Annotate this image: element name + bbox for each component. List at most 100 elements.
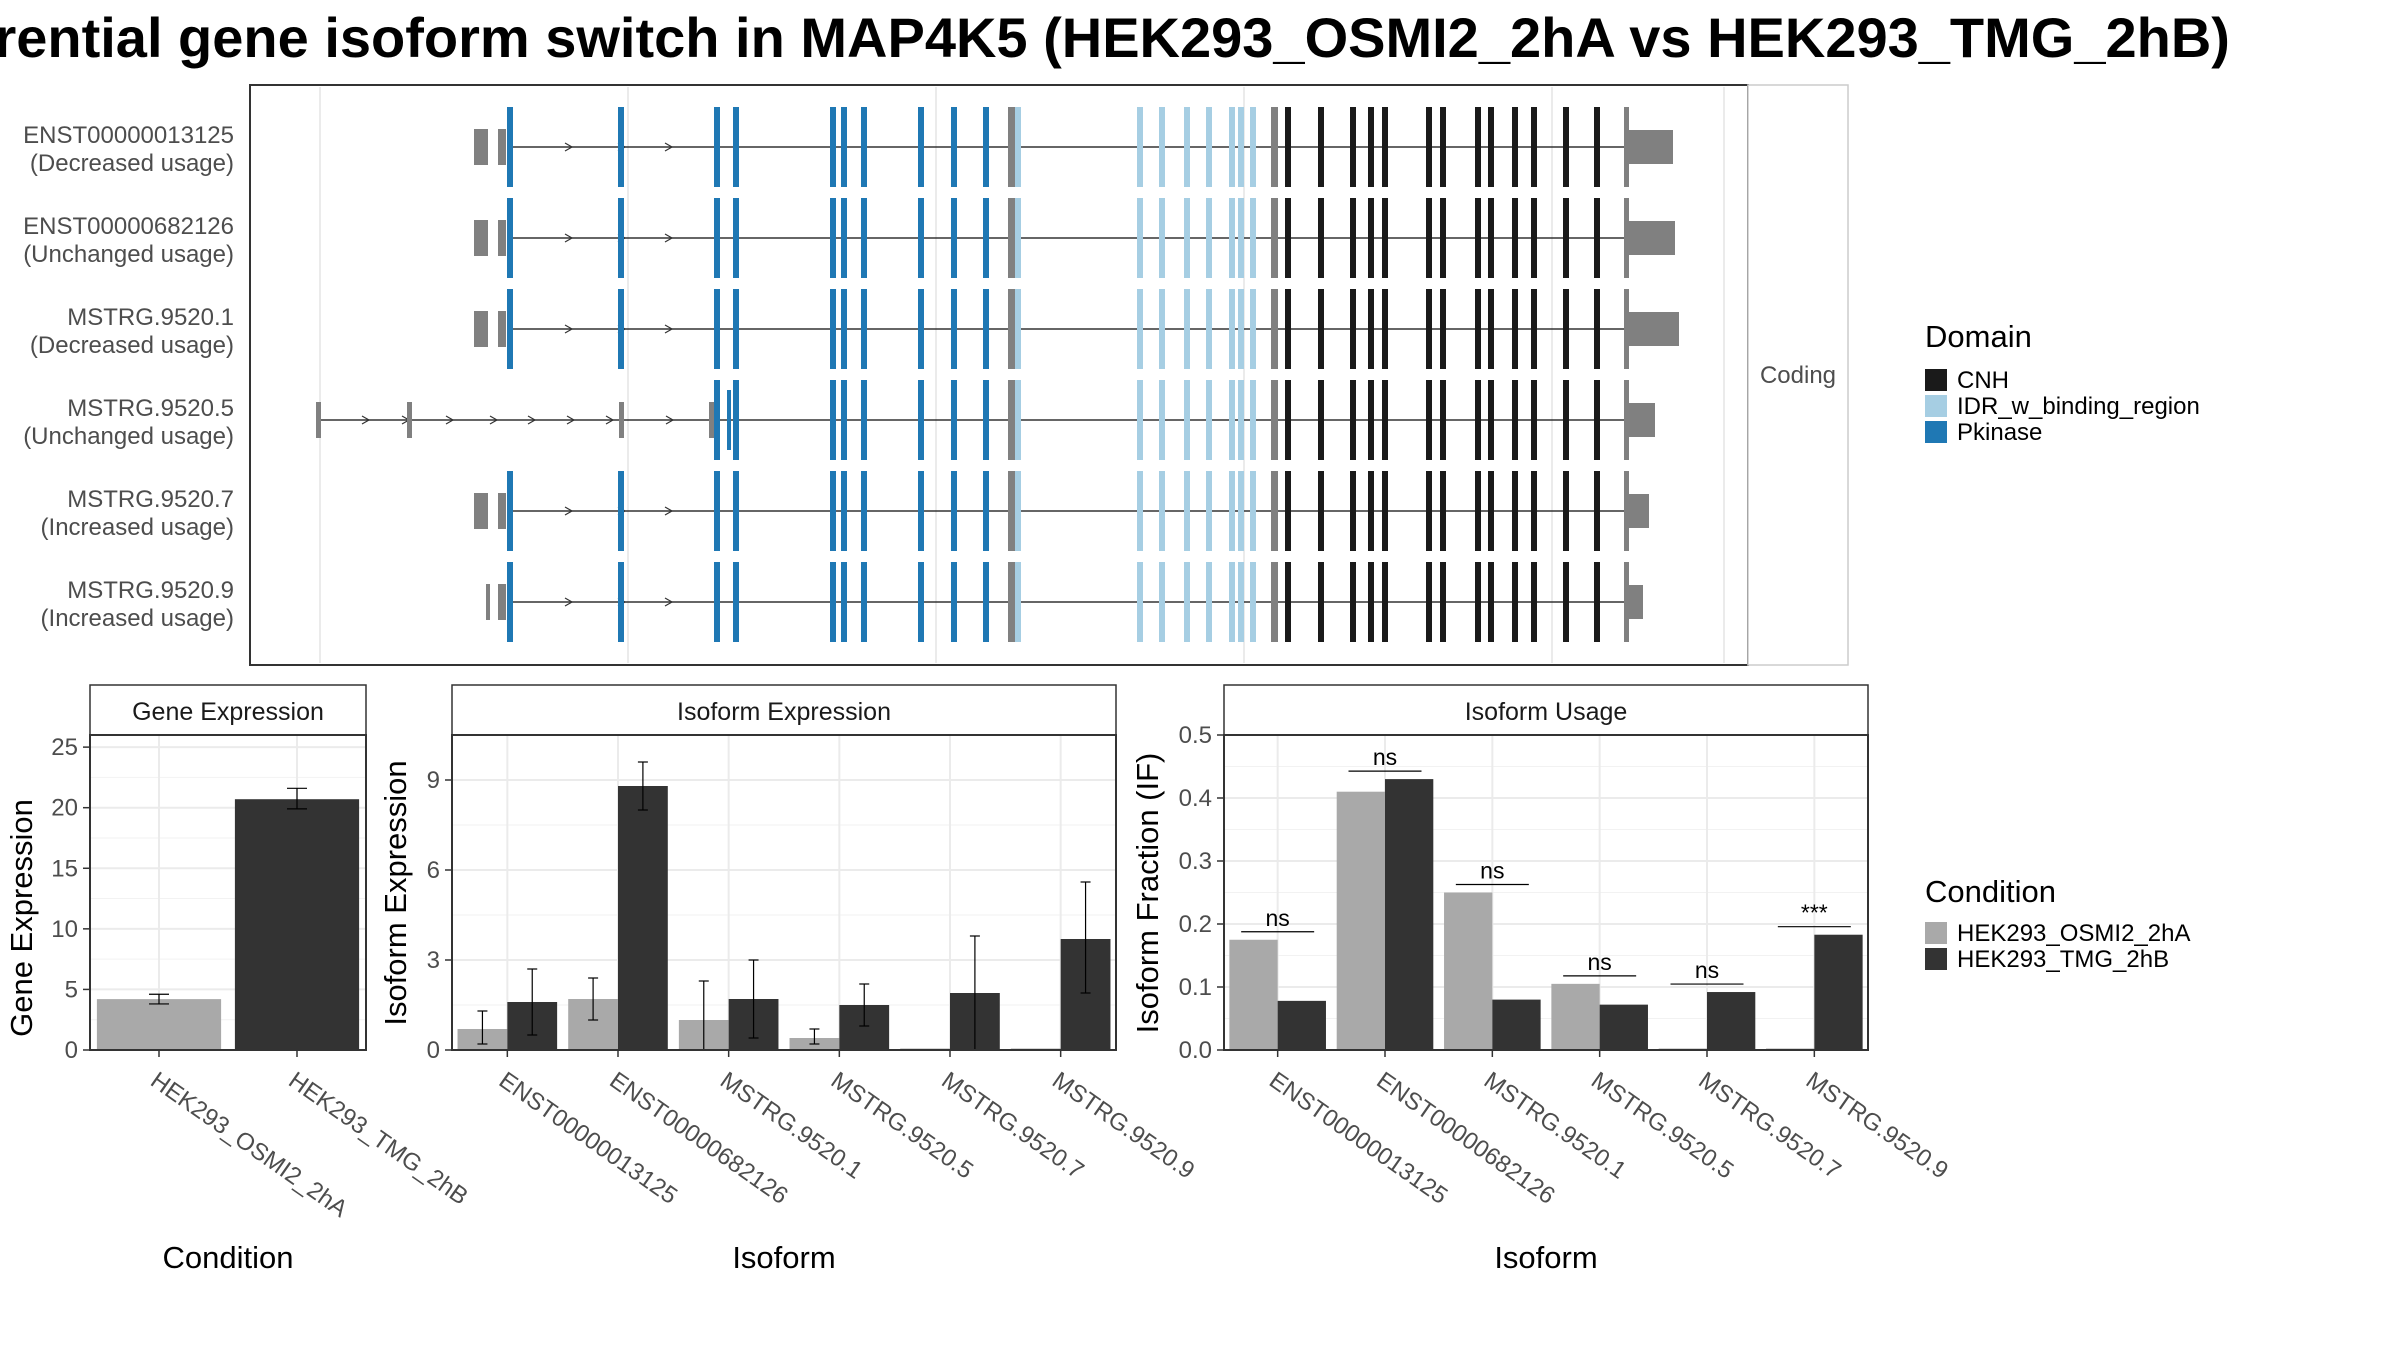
pkinase-exon: [951, 198, 957, 278]
plot-border: [89, 734, 367, 1051]
idr-exon: [1184, 198, 1190, 278]
pkinase-exon: [830, 107, 836, 187]
isoform-label-usage: (Decreased usage): [30, 332, 234, 359]
pkinase-exon: [618, 471, 624, 551]
utr-exon: [1629, 130, 1673, 164]
idr-exon: [1137, 289, 1143, 369]
cnh-exon: [1440, 198, 1446, 278]
idr-exon: [1238, 289, 1244, 369]
coding-exon: [1624, 198, 1629, 278]
legend-label-pkinase: Pkinase: [1957, 419, 2042, 446]
direction-arrow: [664, 142, 674, 152]
utr-exon: [474, 493, 488, 529]
pkinase-exon: [983, 380, 989, 460]
coding-exon: [1008, 107, 1015, 187]
idr-exon: [1159, 380, 1165, 460]
isoform-expression-panel: Isoform Expression 0 3 6 9 ENST00000013125EN…: [378, 684, 1199, 1275]
cnh-exon: [1368, 562, 1374, 642]
idr-exon: [1250, 198, 1256, 278]
idr-exon: [1159, 562, 1165, 642]
significance-label: ns: [1480, 858, 1504, 884]
pkinase-exon: [951, 289, 957, 369]
isoform-expression-title: Isoform Expression: [677, 698, 891, 726]
gene-expression-title: Gene Expression: [132, 698, 324, 726]
direction-arrow: [361, 415, 371, 425]
isoform-row: [316, 380, 1655, 460]
direction-arrow: [564, 233, 574, 243]
cnh-exon: [1488, 107, 1494, 187]
cnh-exon: [1285, 107, 1291, 187]
y-tick-label: 0.5: [1179, 722, 1212, 749]
pkinase-exon: [918, 289, 924, 369]
idr-exon: [1238, 380, 1244, 460]
pkinase-exon: [507, 471, 513, 551]
direction-arrow: [665, 415, 675, 425]
y-tick-label: 0.3: [1179, 848, 1212, 875]
pkinase-exon: [830, 198, 836, 278]
pkinase-exon: [841, 289, 847, 369]
pkinase-exon: [841, 562, 847, 642]
cnh-exon: [1350, 562, 1356, 642]
pkinase-exon: [918, 198, 924, 278]
cnh-exon: [1594, 380, 1600, 460]
plot-background: [452, 735, 1116, 1050]
isoform-label-usage: (Decreased usage): [30, 150, 234, 177]
idr-exon: [1229, 380, 1235, 460]
pkinase-exon: [951, 380, 957, 460]
direction-arrow: [605, 415, 615, 425]
idr-exon: [1184, 289, 1190, 369]
cnh-exon: [1512, 107, 1518, 187]
y-tick-label: 9: [427, 767, 440, 794]
pkinase-exon: [733, 562, 739, 642]
pkinase-exon: [830, 289, 836, 369]
cnh-exon: [1488, 562, 1494, 642]
isoform-expression-ylabel: Isoform Expression: [378, 760, 413, 1025]
direction-arrow: [527, 415, 537, 425]
legend-label-condition-b: HEK293_TMG_2hB: [1957, 946, 2169, 973]
cnh-exon: [1440, 471, 1446, 551]
direction-arrow: [564, 506, 574, 516]
significance-label: ns: [1266, 905, 1290, 931]
idr-exon: [1137, 107, 1143, 187]
pkinase-exon: [983, 562, 989, 642]
isoform-expression-xlabel: Isoform: [732, 1240, 835, 1275]
idr-exon: [1229, 198, 1235, 278]
cnh-exon: [1475, 107, 1481, 187]
coding-exon: [1624, 562, 1629, 642]
cnh-exon: [1531, 380, 1537, 460]
pkinase-exon: [618, 562, 624, 642]
pkinase-exon: [507, 289, 513, 369]
pkinase-exon: [861, 380, 867, 460]
utr-exon: [1629, 494, 1649, 528]
pkinase-exon: [727, 390, 731, 450]
coding-exon: [1271, 198, 1278, 278]
bar: [1229, 939, 1278, 1050]
cnh-exon: [1512, 198, 1518, 278]
coding-exon: [1624, 289, 1629, 369]
idr-exon: [1159, 107, 1165, 187]
pkinase-exon: [714, 289, 720, 369]
idr-exon: [1238, 471, 1244, 551]
cnh-exon: [1350, 289, 1356, 369]
isoform-expression-plot: 0369ENST00000013125ENST00000682126MSTRG.…: [427, 734, 1199, 1210]
idr-exon: [1137, 198, 1143, 278]
cnh-exon: [1563, 198, 1569, 278]
bar: [1599, 1004, 1648, 1050]
utr-exon: [498, 311, 506, 347]
idr-exon: [1206, 198, 1212, 278]
cnh-exon: [1475, 471, 1481, 551]
cnh-exon: [1531, 471, 1537, 551]
direction-arrow: [564, 597, 574, 607]
utr-exon: [474, 220, 488, 256]
cnh-exon: [1563, 380, 1569, 460]
isoform-usage-title: Isoform Usage: [1465, 698, 1628, 726]
isoform-label-id: MSTRG.9520.5: [67, 395, 234, 422]
pkinase-exon: [507, 107, 513, 187]
pkinase-exon: [861, 198, 867, 278]
cnh-exon: [1440, 562, 1446, 642]
pkinase-exon: [830, 380, 836, 460]
x-tick-label: ENST00000682126: [1372, 1067, 1560, 1210]
coding-exon: [1271, 107, 1278, 187]
cnh-exon: [1594, 562, 1600, 642]
cnh-exon: [1318, 380, 1324, 460]
